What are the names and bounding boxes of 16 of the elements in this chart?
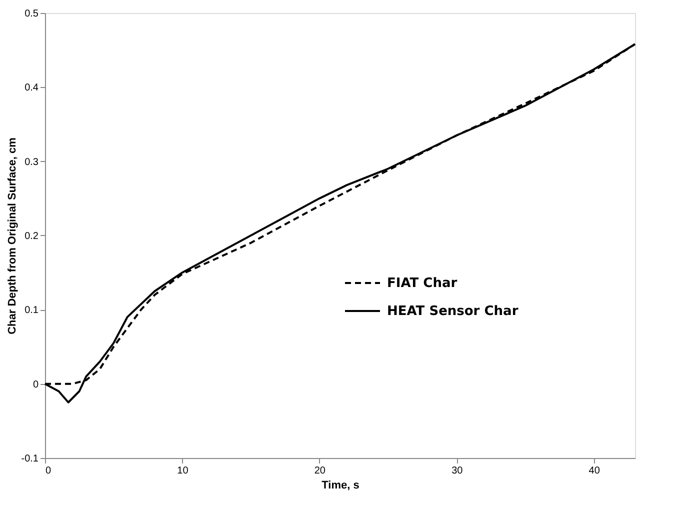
x-tick-label: 20 (314, 466, 326, 476)
x-tick-label: 10 (177, 466, 189, 476)
x-tick-label: 30 (452, 466, 464, 476)
y-axis-title: Char Depth from Original Surface, cm (6, 137, 18, 334)
y-tick-label: 0.3 (24, 156, 39, 168)
legend-label: HEAT Sensor Char (387, 304, 519, 319)
y-tick-label: 0 (32, 379, 39, 390)
legend-label: FIAT Char (387, 276, 458, 291)
x-tick-label: 0 (46, 466, 52, 476)
x-tick-label: 40 (588, 466, 600, 476)
y-tick-label: -0.1 (21, 454, 39, 464)
y-tick-label: 0.4 (24, 82, 39, 94)
y-tick-label: 0.5 (24, 8, 39, 20)
y-tick-label: 0.2 (24, 231, 39, 242)
x-axis-title: Time, s (322, 480, 360, 492)
y-tick-label: 0.1 (24, 305, 39, 316)
